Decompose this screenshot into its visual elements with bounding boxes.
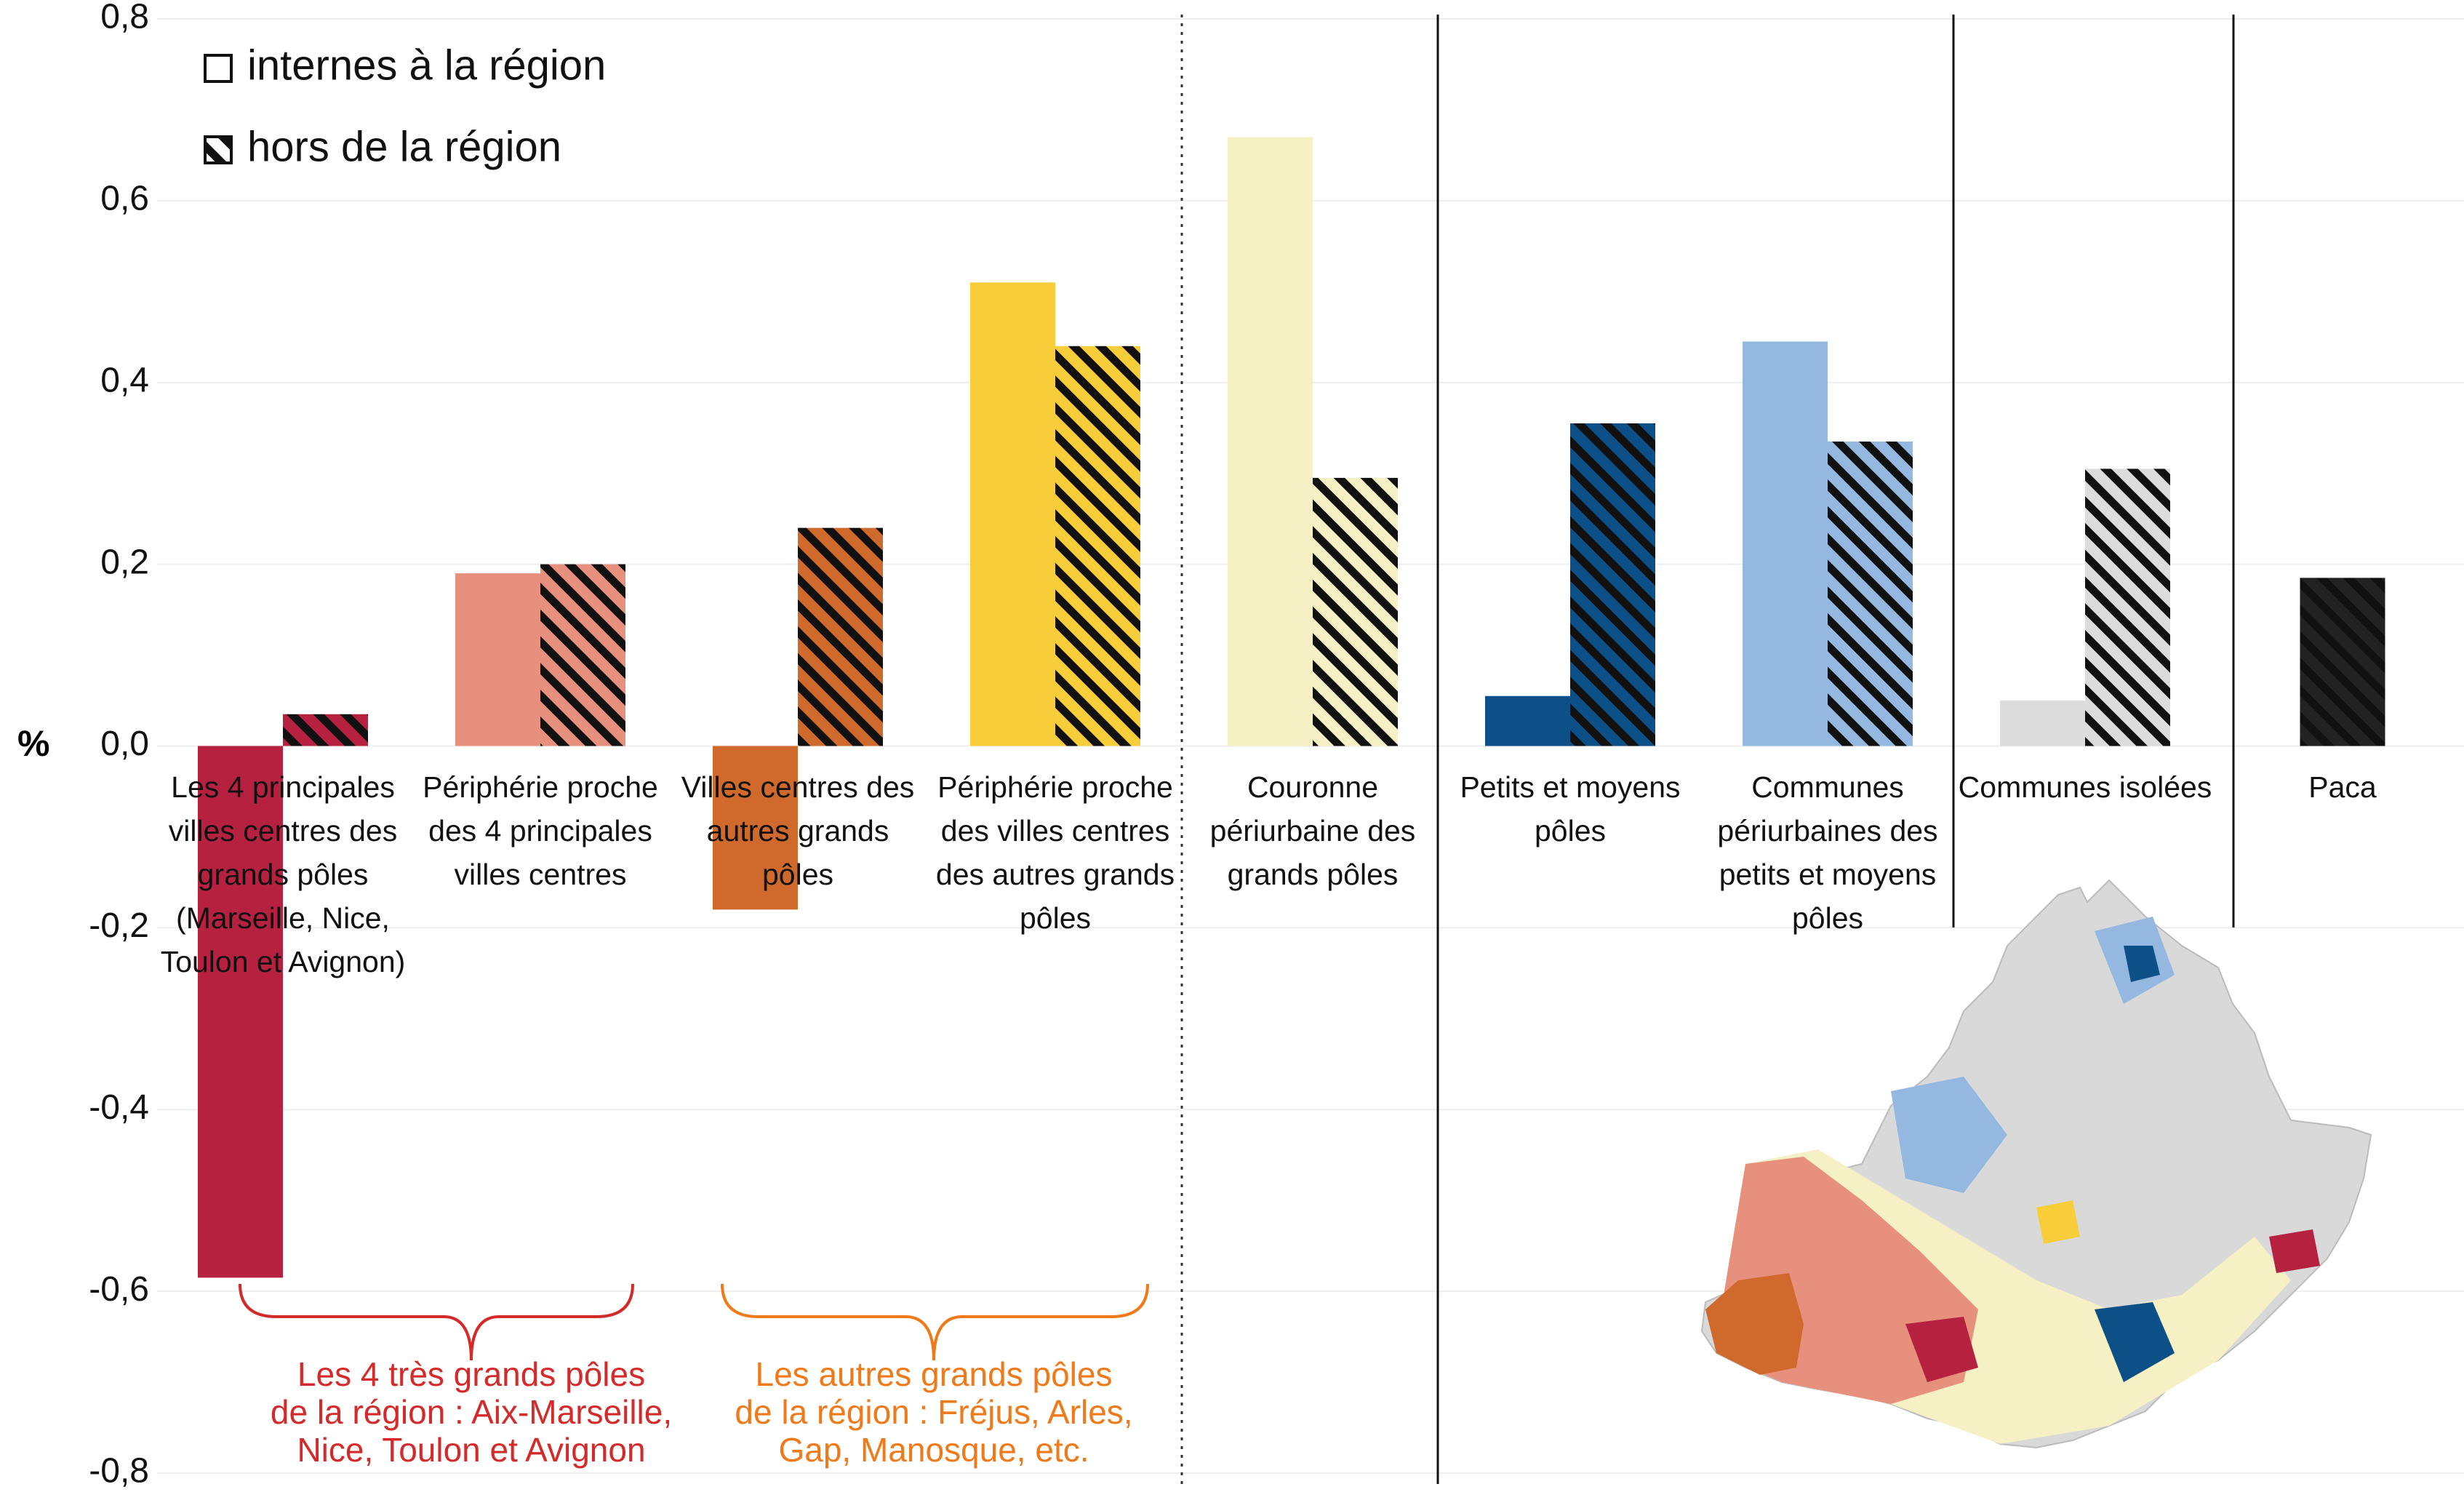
bar [455, 573, 540, 746]
legend-label: hors de la région [247, 123, 561, 170]
category-label: Villes centres des autres grands pôles [681, 770, 915, 891]
y-tick-label: -0,6 [89, 1270, 149, 1309]
annotation: Les autres grands pôles [756, 1355, 1113, 1393]
category-label: Petits et moyens pôles [1460, 770, 1681, 847]
bar [283, 714, 368, 746]
category-label: Communes isolées [1958, 770, 2212, 804]
bar [1570, 423, 1655, 746]
category-label: Périphérie proche des villes centres des… [935, 770, 1175, 935]
bar [1228, 137, 1313, 746]
annotation: de la région : Fréjus, Arles, [735, 1393, 1132, 1431]
bar [970, 282, 1055, 746]
bar [1055, 346, 1140, 746]
category-label: Couronne périurbaine des grands pôles [1209, 770, 1416, 891]
annotation: de la région : Aix-Marseille, [271, 1393, 672, 1431]
bar [1485, 695, 1570, 746]
y-tick-label: -0,4 [89, 1088, 149, 1127]
bar [1313, 477, 1398, 746]
category-label: Paca [2308, 770, 2377, 804]
category-label: Périphérie proche des 4 principales vill… [423, 770, 658, 891]
separators [1180, 15, 2235, 1484]
bar [540, 564, 625, 746]
annotation: Nice, Toulon et Avignon [297, 1431, 645, 1469]
y-tick-label: 0,6 [100, 180, 149, 218]
y-tick-label: 0,8 [100, 0, 149, 36]
y-tick-label: -0,2 [89, 906, 149, 945]
category-label: Communes périurbaines des petits et moye… [1717, 770, 1938, 935]
y-tick-label: 0,0 [100, 725, 149, 763]
braces [239, 1283, 1149, 1361]
bar [2300, 578, 2385, 746]
bar [2085, 468, 2170, 746]
bar [198, 746, 283, 1278]
y-axis-label: % [17, 723, 49, 764]
bar [713, 746, 798, 910]
annotation: Gap, Manosque, etc. [778, 1431, 1089, 1469]
bar [1743, 341, 1828, 746]
bar [1828, 441, 1913, 746]
legend-swatch [204, 135, 233, 164]
bar [2000, 701, 2085, 746]
y-tick-label: 0,4 [100, 361, 149, 399]
legend-label: internes à la région [247, 41, 606, 89]
region-map [1700, 879, 2372, 1449]
y-tick-label: -0,8 [89, 1452, 149, 1491]
annotation: Les 4 très grands pôles [297, 1355, 645, 1393]
legend-swatch [204, 54, 233, 83]
category-label: Les 4 principales villes centres des gra… [160, 770, 406, 978]
bar [798, 527, 883, 746]
y-tick-label: 0,2 [100, 543, 149, 581]
